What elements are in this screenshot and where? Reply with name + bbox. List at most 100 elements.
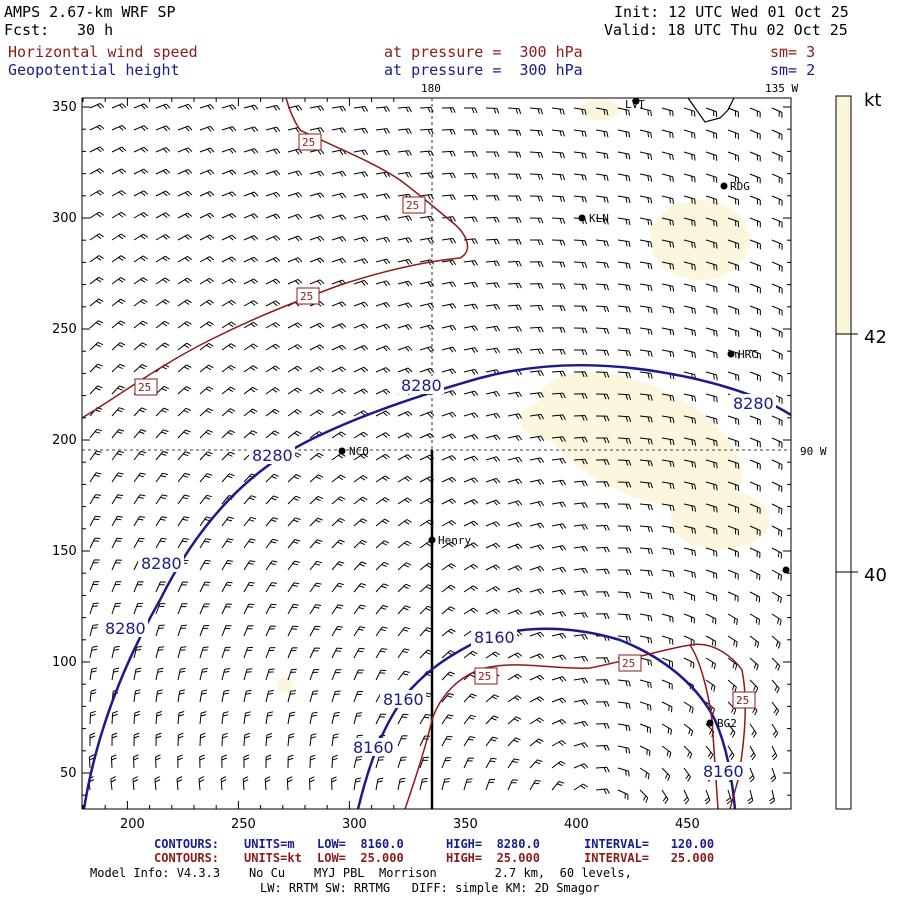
wind-barb [617, 437, 632, 444]
wind-barb [221, 299, 236, 307]
wind-barb [661, 481, 675, 490]
wind-barb [199, 386, 214, 395]
wind-barb [573, 173, 587, 181]
wind-barb [89, 298, 104, 307]
wind-barb [441, 281, 457, 288]
wind-barb [353, 431, 368, 439]
wind-barb [727, 459, 740, 469]
wind-barb [89, 103, 105, 109]
wind-barb [199, 668, 208, 681]
wind-barb [265, 625, 276, 637]
wind-barb [441, 324, 457, 331]
wind-barb [287, 495, 301, 505]
wind-barb [463, 693, 477, 703]
wind-barb [353, 193, 369, 199]
wind-barb [771, 349, 783, 360]
wind-barb [441, 671, 455, 681]
wind-barb [771, 525, 783, 537]
wind-barb [353, 690, 364, 703]
wind-barb [639, 613, 653, 622]
wind-barb [265, 754, 272, 769]
wind-labels: 25 25 25 25 25 25 25 [134, 133, 756, 709]
footer-interval-1: INTERVAL= 120.00 [584, 837, 715, 851]
wind-barb [133, 602, 144, 615]
footer-units-1: UNITS=m [244, 837, 295, 851]
wind-barb [133, 298, 148, 307]
wind-barb [155, 624, 165, 637]
wind-barb [177, 212, 193, 219]
wind-barb [331, 539, 345, 549]
wind-barb [595, 546, 610, 553]
wind-barb [177, 190, 193, 197]
wind-barb [749, 283, 761, 294]
wind-barb [749, 723, 757, 738]
wind-barb [683, 327, 696, 336]
wind-barb [243, 430, 258, 439]
wind-barb [485, 325, 501, 332]
wind-barb [507, 435, 523, 441]
wind-barb [177, 103, 193, 110]
wind-barb [265, 343, 280, 351]
wind-barb [89, 559, 100, 571]
wind-barb [89, 689, 97, 703]
wind-barb [419, 281, 435, 287]
wind-barb [89, 255, 104, 263]
wind-barb [529, 779, 541, 791]
wind-barb [639, 261, 653, 270]
wind-barb [595, 349, 610, 356]
wind-barb [771, 327, 783, 338]
wind-barb [441, 541, 456, 549]
field2-level: at pressure = 300 hPa [384, 61, 583, 79]
wind-barb [397, 648, 410, 659]
wind-barb [375, 258, 391, 265]
wind-barb [551, 676, 567, 683]
wind-barb [552, 283, 566, 290]
wind-barb [661, 283, 675, 292]
wind-barb [243, 538, 256, 549]
wind-barb [463, 368, 479, 375]
wind-barb [485, 715, 499, 725]
wind-barb [397, 258, 413, 265]
wind-barb [397, 519, 412, 527]
wind-barb [508, 195, 522, 202]
wind-barb [177, 321, 192, 329]
wind-barb [155, 320, 170, 329]
wind-barb [749, 217, 761, 228]
wind-barb [617, 635, 631, 643]
wind-barb [243, 386, 258, 395]
station-nco: NCO [349, 445, 369, 458]
wind-barb [529, 717, 544, 725]
wind-barb [683, 459, 697, 468]
wind-barb [111, 342, 126, 351]
contour-label-8160-a: 8160 [474, 628, 515, 647]
wind-barb [749, 327, 761, 338]
wind-barb [661, 569, 675, 578]
wind-barb [441, 411, 457, 418]
wind-barb [507, 543, 523, 550]
wind-barb [463, 563, 478, 571]
wind-barb [265, 256, 281, 263]
wind-barb [265, 690, 274, 703]
footer-units-2: UNITS=kt [244, 851, 302, 865]
wind-barb [265, 517, 279, 527]
wind-barb [551, 370, 566, 377]
wind-barb [595, 524, 610, 531]
wind-barb [705, 305, 718, 315]
wind-barb [573, 239, 588, 247]
wind-barb [221, 256, 237, 263]
wind-barb [199, 473, 213, 483]
wind-barb [177, 386, 192, 395]
model-info: Model Info: V4.3.3 No Cu MYJ PBL Morriso… [90, 866, 632, 880]
wind-barb [749, 525, 761, 536]
wind-barb [375, 604, 389, 615]
wind-barb [155, 494, 168, 505]
wind-barb [243, 278, 259, 285]
x-tick-400: 400 [564, 817, 589, 832]
wind-barb [243, 668, 253, 681]
wind-barb [595, 415, 610, 422]
wind-barb [661, 789, 669, 804]
wind-barb [375, 453, 390, 461]
wind-barb [771, 547, 783, 559]
wind-barb [199, 559, 211, 571]
wind-barb [771, 129, 783, 140]
